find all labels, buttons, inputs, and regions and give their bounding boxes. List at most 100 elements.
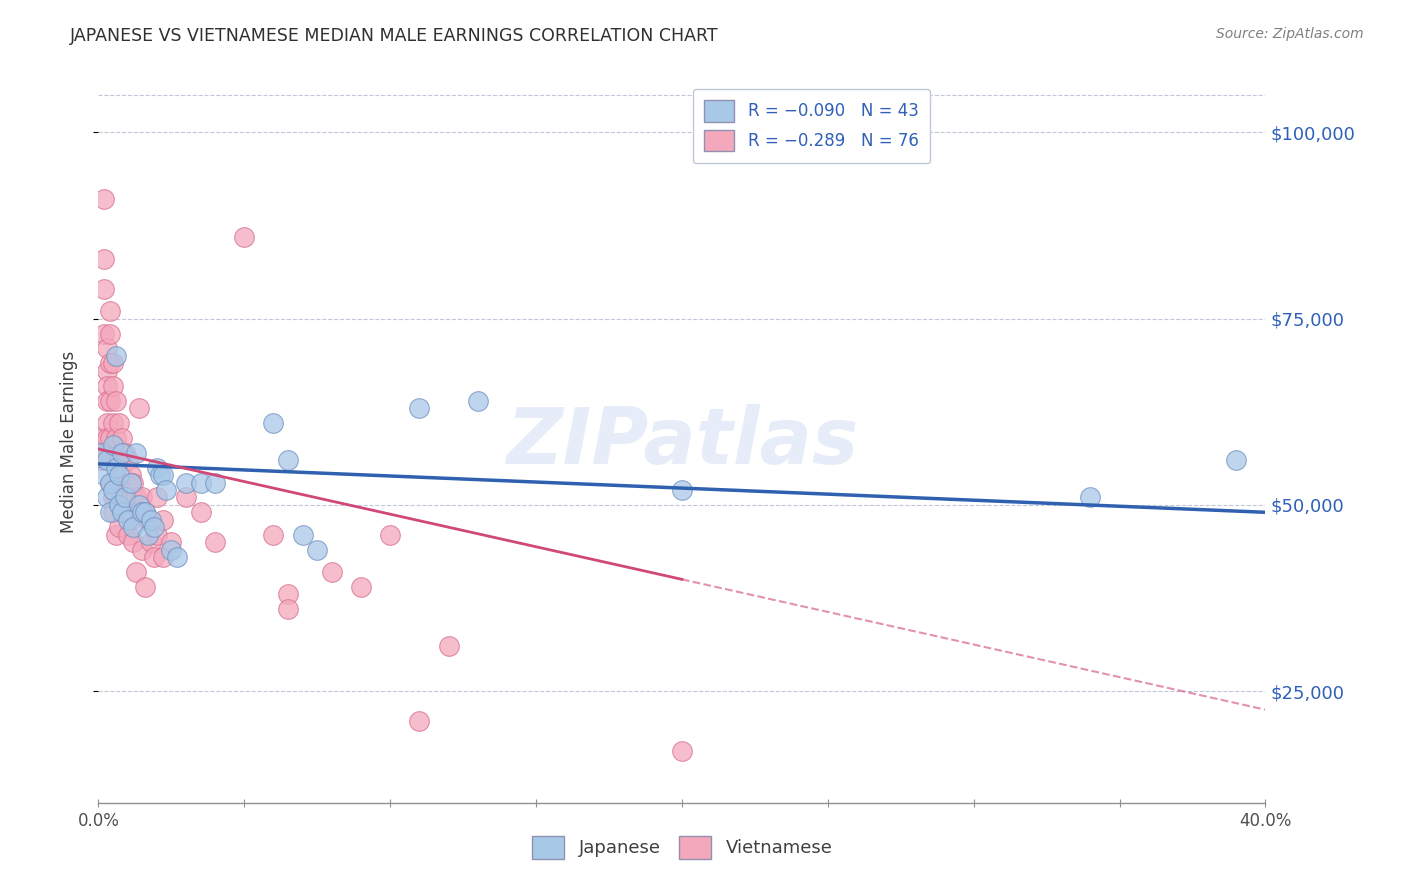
Point	[321, 565, 343, 579]
Point	[98, 475, 121, 490]
Point	[111, 491, 134, 505]
Point	[142, 520, 165, 534]
Point	[111, 468, 134, 483]
Point	[134, 580, 156, 594]
Point	[90, 431, 112, 445]
Point	[142, 549, 165, 564]
Point	[131, 542, 153, 557]
Point	[98, 453, 121, 467]
Point	[291, 527, 314, 541]
Point	[128, 401, 150, 415]
Point	[174, 475, 197, 490]
Point	[117, 527, 139, 541]
Point	[104, 393, 127, 408]
Point	[98, 431, 121, 445]
Point	[93, 252, 115, 266]
Y-axis label: Median Male Earnings: Median Male Earnings	[59, 351, 77, 533]
Point	[146, 491, 169, 505]
Point	[104, 431, 127, 445]
Point	[96, 342, 118, 356]
Point	[437, 640, 460, 654]
Text: JAPANESE VS VIETNAMESE MEDIAN MALE EARNINGS CORRELATION CHART: JAPANESE VS VIETNAMESE MEDIAN MALE EARNI…	[70, 27, 718, 45]
Point	[408, 401, 430, 415]
Point	[111, 431, 134, 445]
Point	[98, 505, 121, 519]
Point	[122, 475, 145, 490]
Point	[96, 491, 118, 505]
Point	[114, 491, 136, 505]
Point	[128, 498, 150, 512]
Point	[166, 549, 188, 564]
Point	[131, 505, 153, 519]
Point	[98, 304, 121, 318]
Point	[101, 505, 124, 519]
Point	[262, 416, 284, 430]
Point	[152, 468, 174, 483]
Point	[104, 491, 127, 505]
Point	[98, 356, 121, 370]
Point	[277, 587, 299, 601]
Point	[125, 565, 148, 579]
Point	[117, 491, 139, 505]
Point	[139, 535, 162, 549]
Point	[277, 453, 299, 467]
Point	[117, 453, 139, 467]
Point	[408, 714, 430, 728]
Point	[90, 446, 112, 460]
Point	[125, 491, 148, 505]
Point	[101, 416, 124, 430]
Point	[108, 453, 131, 467]
Point	[467, 393, 489, 408]
Text: Source: ZipAtlas.com: Source: ZipAtlas.com	[1216, 27, 1364, 41]
Point	[160, 542, 183, 557]
Point	[122, 535, 145, 549]
Point	[136, 527, 159, 541]
Point	[136, 513, 159, 527]
Point	[101, 378, 124, 392]
Point	[101, 491, 124, 505]
Point	[114, 505, 136, 519]
Text: ZIPatlas: ZIPatlas	[506, 403, 858, 480]
Point	[146, 527, 169, 541]
Point	[96, 378, 118, 392]
Point	[96, 453, 118, 467]
Point	[262, 527, 284, 541]
Point	[104, 460, 127, 475]
Point	[125, 446, 148, 460]
Point	[307, 542, 329, 557]
Point	[204, 535, 226, 549]
Point	[111, 505, 134, 519]
Point	[146, 460, 169, 475]
Point	[671, 744, 693, 758]
Point	[233, 229, 256, 244]
Point	[204, 475, 226, 490]
Point	[149, 468, 172, 483]
Point	[98, 475, 121, 490]
Point	[96, 431, 118, 445]
Point	[277, 602, 299, 616]
Point	[96, 393, 118, 408]
Point	[101, 483, 124, 497]
Point	[350, 580, 373, 594]
Point	[120, 513, 142, 527]
Point	[380, 527, 402, 541]
Point	[120, 475, 142, 490]
Point	[93, 193, 115, 207]
Point	[117, 513, 139, 527]
Point	[93, 326, 115, 341]
Point	[93, 468, 115, 483]
Point	[96, 446, 118, 460]
Point	[96, 364, 118, 378]
Point	[114, 446, 136, 460]
Point	[155, 483, 177, 497]
Point	[134, 505, 156, 519]
Point	[96, 416, 118, 430]
Point	[122, 520, 145, 534]
Point	[98, 393, 121, 408]
Point	[174, 491, 197, 505]
Point	[90, 453, 112, 467]
Point	[101, 356, 124, 370]
Point	[108, 520, 131, 534]
Point	[104, 453, 127, 467]
Point	[1080, 491, 1102, 505]
